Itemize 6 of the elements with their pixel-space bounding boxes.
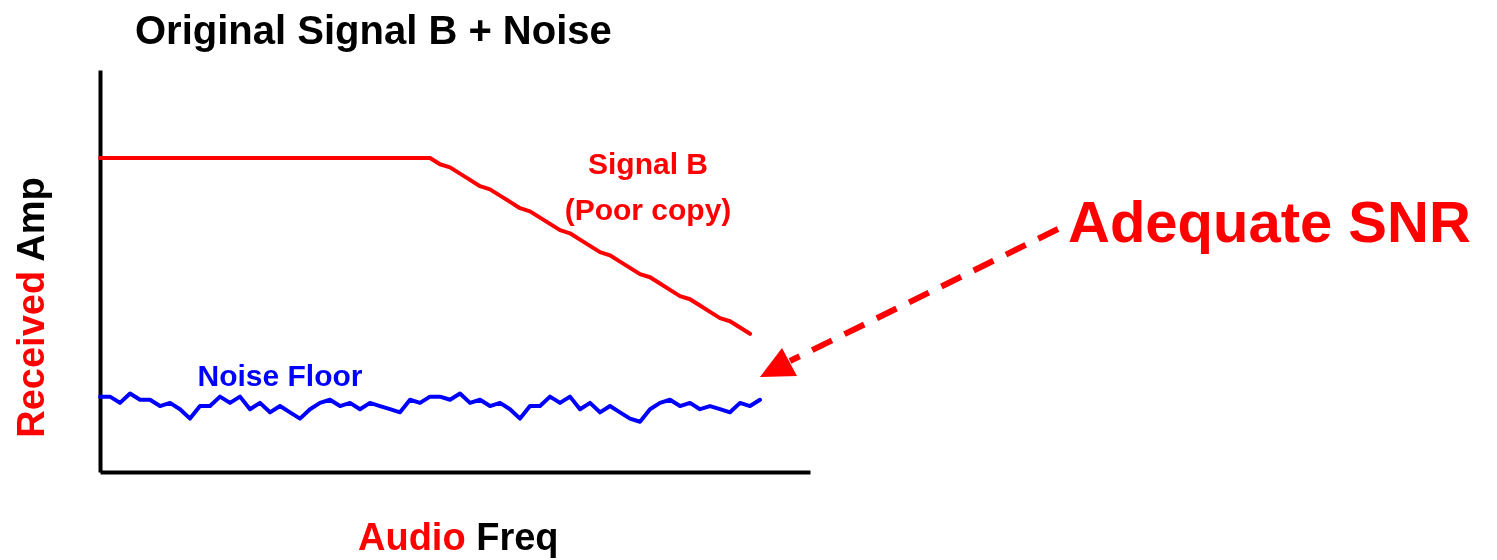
series-label: Signal B (Poor copy)	[564, 147, 732, 226]
chart-title: Original Signal B + Noise	[135, 8, 612, 53]
series-label: Noise Floor	[197, 359, 363, 392]
text: Adequate SNR	[1068, 188, 1471, 255]
y-axis-title: Received Amp	[9, 177, 52, 438]
x-axis-title: Audio Freq	[358, 516, 559, 558]
